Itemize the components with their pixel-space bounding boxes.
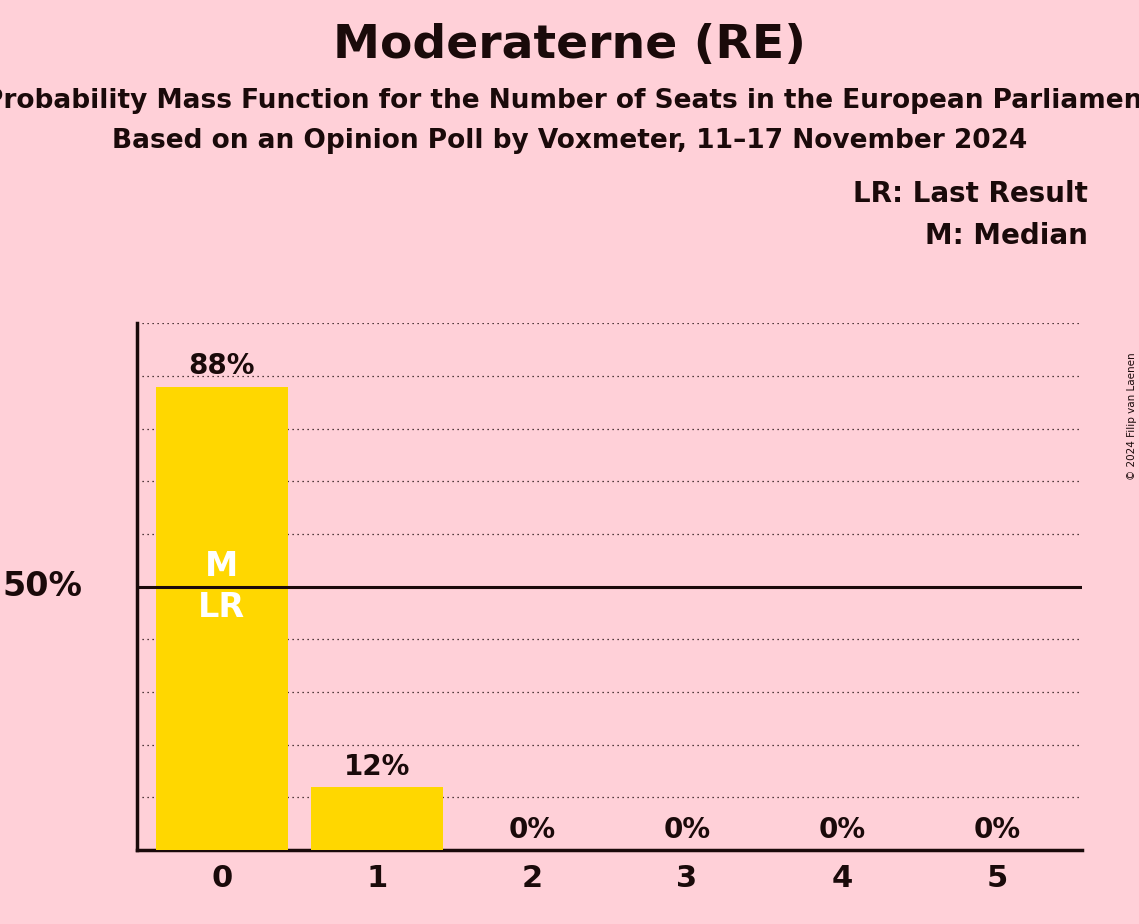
Text: 50%: 50% [2,570,82,603]
Text: © 2024 Filip van Laenen: © 2024 Filip van Laenen [1126,352,1137,480]
Text: Moderaterne (RE): Moderaterne (RE) [333,23,806,68]
Text: 0%: 0% [973,816,1021,844]
Text: LR: Last Result: LR: Last Result [853,180,1088,208]
Text: Based on an Opinion Poll by Voxmeter, 11–17 November 2024: Based on an Opinion Poll by Voxmeter, 11… [112,128,1027,153]
Text: 0%: 0% [508,816,556,844]
Text: M
LR: M LR [198,550,246,624]
Text: 0%: 0% [818,816,866,844]
Text: Probability Mass Function for the Number of Seats in the European Parliament: Probability Mass Function for the Number… [0,88,1139,114]
Text: 12%: 12% [344,752,410,781]
Text: M: Median: M: Median [925,222,1088,249]
Text: 0%: 0% [663,816,711,844]
Text: 88%: 88% [189,352,255,381]
Bar [156,386,288,850]
Bar [311,787,443,850]
